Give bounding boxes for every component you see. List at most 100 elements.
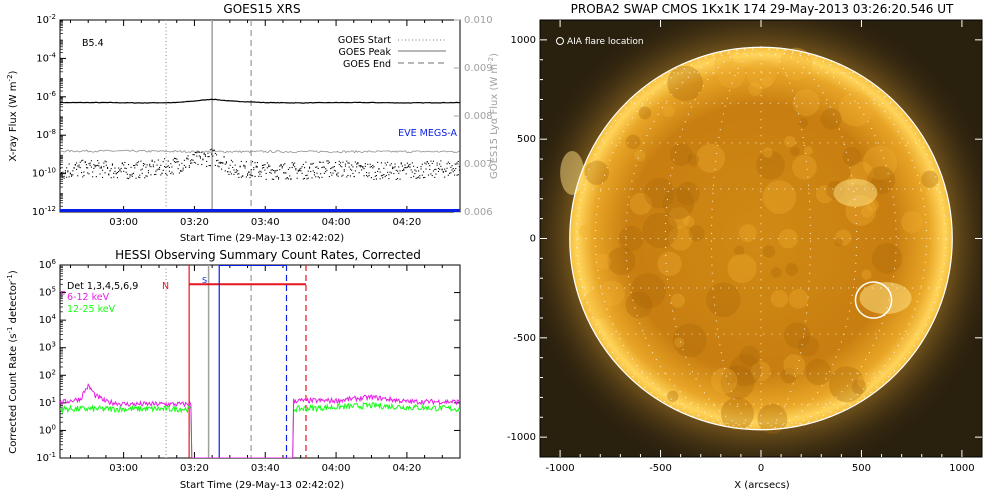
goes-short-channel-point: [454, 174, 456, 176]
goes-short-channel-point: [425, 168, 427, 170]
goes-short-channel-point: [310, 163, 312, 165]
swap-xtick-label: 1000: [949, 463, 974, 474]
goes-short-channel-point: [342, 161, 344, 163]
goes-short-channel-point: [264, 169, 266, 171]
goes-short-channel-point: [116, 177, 118, 179]
goes-short-channel-point: [82, 159, 84, 161]
goes-ytick-label: 10-2: [36, 13, 56, 26]
goes-short-channel-point: [192, 154, 194, 156]
goes-short-channel-point: [113, 172, 115, 174]
goes-short-channel-point: [342, 174, 344, 176]
goes-short-channel-point: [366, 172, 368, 174]
goes-short-channel-point: [404, 167, 406, 169]
goes-short-channel-point: [363, 168, 365, 170]
goes-short-channel-point: [305, 175, 307, 177]
goes-short-channel-point: [66, 167, 68, 169]
goes-short-channel-point: [338, 160, 340, 162]
goes-short-channel-point: [354, 161, 356, 163]
sun-texture-blob: [686, 153, 699, 166]
goes-short-channel-point: [451, 165, 453, 167]
goes-short-channel-point: [456, 174, 458, 176]
goes-short-channel-point: [77, 165, 79, 167]
goes-short-channel-point: [149, 163, 151, 165]
goes-short-channel-point: [398, 166, 400, 168]
goes-short-channel-point: [428, 163, 430, 165]
goes-short-channel-point: [175, 158, 177, 160]
goes-short-channel-point: [426, 161, 428, 163]
goes-short-channel-point: [274, 170, 276, 172]
goes-short-channel-point: [401, 165, 403, 167]
goes-short-channel-point: [301, 172, 303, 174]
goes-short-channel-point: [67, 171, 69, 173]
goes-short-channel-point: [79, 161, 81, 163]
goes-short-channel-point: [168, 166, 170, 168]
goes-short-channel-point: [256, 162, 258, 164]
goes-short-channel-point: [157, 168, 159, 170]
sun-texture-blob: [711, 367, 738, 394]
goes-short-channel-point: [444, 168, 446, 170]
sun-texture-blob: [901, 211, 923, 234]
goes-short-channel-point: [367, 163, 369, 165]
goes-short-channel-point: [142, 163, 144, 165]
goes-short-channel-point: [304, 177, 306, 179]
goes-short-channel-point: [171, 166, 173, 168]
goes-short-channel-point: [90, 166, 92, 168]
goes-short-channel-point: [260, 175, 262, 177]
goes-short-channel-point: [83, 175, 85, 177]
goes-short-channel-point: [330, 172, 332, 174]
goes-short-channel-point: [253, 169, 255, 171]
goes-ytick-label: 10-6: [36, 90, 56, 103]
goes-short-channel-point: [333, 169, 335, 171]
goes-short-channel-point: [305, 161, 307, 163]
goes-short-channel-point: [198, 151, 200, 153]
goes-short-channel-point: [188, 166, 190, 168]
goes-short-channel-point: [431, 162, 433, 164]
goes-short-channel-point: [232, 161, 234, 163]
goes-short-channel-point: [450, 172, 452, 174]
goes-short-channel-point: [283, 172, 285, 174]
goes-short-channel-point: [335, 170, 337, 172]
goes-short-channel-point: [372, 164, 374, 166]
goes-short-channel-point: [110, 168, 112, 170]
goes-xtick-label: 04:20: [392, 217, 421, 228]
goes-short-channel-point: [458, 166, 460, 168]
goes-short-channel-point: [103, 166, 105, 168]
sun-texture-blob: [629, 192, 652, 216]
goes-short-channel-point: [311, 177, 313, 179]
goes-short-channel-point: [379, 178, 381, 180]
sun-texture-blob: [675, 181, 700, 206]
goes-short-channel-point: [255, 165, 257, 167]
sun-texture-blob: [921, 170, 939, 188]
hessi-6-12-kev-line: [60, 383, 460, 458]
goes-short-channel-point: [197, 163, 199, 165]
goes-short-channel-point: [335, 162, 337, 164]
hessi-xlabel: Start Time (29-May-13 02:42:02): [180, 480, 344, 491]
goes-short-channel-point: [250, 169, 252, 171]
goes-short-channel-point: [361, 165, 363, 167]
goes-short-channel-point: [419, 175, 421, 177]
goes-short-channel-point: [378, 168, 380, 170]
goes-short-channel-point: [317, 176, 319, 178]
legend-f-flag: F: [60, 290, 65, 301]
goes-short-channel-point: [330, 168, 332, 170]
goes-short-channel-point: [104, 172, 106, 174]
goes-short-channel-point: [340, 162, 342, 164]
goes-short-channel-point: [160, 174, 162, 176]
goes-short-channel-point: [165, 172, 167, 174]
goes-short-channel-point: [249, 177, 251, 179]
goes-short-channel-point: [206, 160, 208, 162]
flag-s-label: S: [202, 276, 207, 285]
goes-short-channel-point: [346, 160, 348, 162]
goes-short-channel-point: [354, 170, 356, 172]
goes-short-channel-point: [299, 168, 301, 170]
sun-texture-blob: [583, 289, 613, 320]
goes-short-channel-point: [98, 162, 100, 164]
goes-short-channel-point: [351, 164, 353, 166]
goes-short-channel-point: [400, 163, 402, 165]
goes-xtick-label: 03:40: [251, 217, 280, 228]
goes-short-channel-point: [144, 177, 146, 179]
goes-short-channel-point: [237, 173, 239, 175]
goes-short-channel-point: [89, 162, 91, 164]
goes-short-channel-point: [449, 172, 451, 174]
goes-short-channel-point: [223, 156, 225, 158]
